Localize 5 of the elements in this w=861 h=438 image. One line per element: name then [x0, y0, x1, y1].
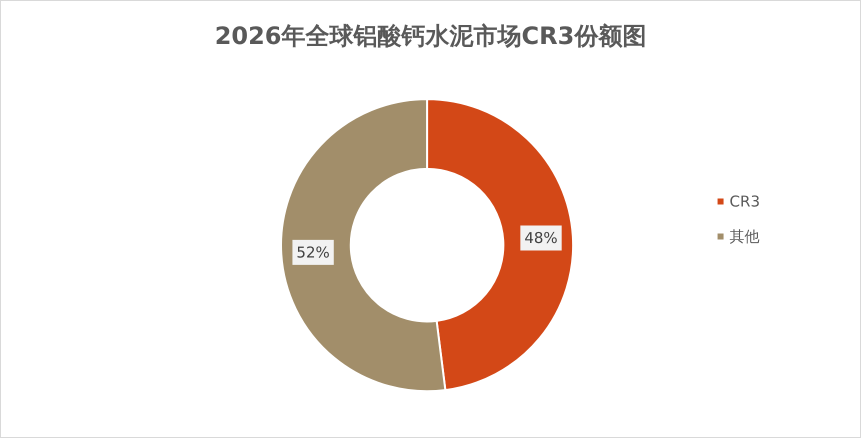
chart-title: 2026年全球铝酸钙水泥市场CR3份额图: [214, 22, 646, 50]
legend-label: 其他: [730, 228, 760, 246]
data-label: 48%: [524, 228, 558, 247]
data-label: 52%: [296, 243, 330, 262]
legend-label: CR3: [730, 192, 760, 210]
